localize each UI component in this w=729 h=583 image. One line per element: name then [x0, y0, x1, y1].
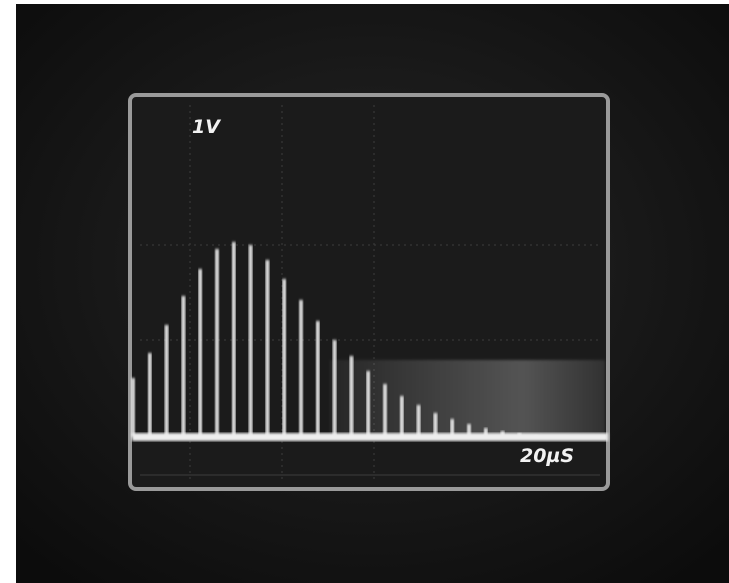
pulse [316, 321, 320, 437]
pulse [232, 242, 236, 437]
trace-baseline [132, 433, 608, 441]
time-per-div-label: 20µS [520, 445, 574, 467]
pulse [333, 340, 337, 437]
pulse [299, 300, 303, 437]
oscilloscope-photo: 1V 20µS [0, 0, 729, 583]
pulse [400, 396, 404, 437]
pulse [198, 269, 202, 437]
pulse [182, 296, 186, 437]
pulse [215, 249, 219, 437]
pulse [417, 405, 421, 437]
page: 1V 20µS (() => { const data = JSON.parse… [0, 0, 729, 583]
pulse [383, 384, 387, 437]
pulse [366, 371, 370, 437]
pulse [131, 378, 135, 437]
pulse [266, 260, 270, 437]
pulse [165, 325, 169, 437]
pulse [249, 245, 253, 437]
pulse [282, 279, 286, 437]
volts-per-div-label: 1V [192, 116, 221, 138]
pulse [148, 353, 152, 437]
pulse [350, 356, 354, 437]
